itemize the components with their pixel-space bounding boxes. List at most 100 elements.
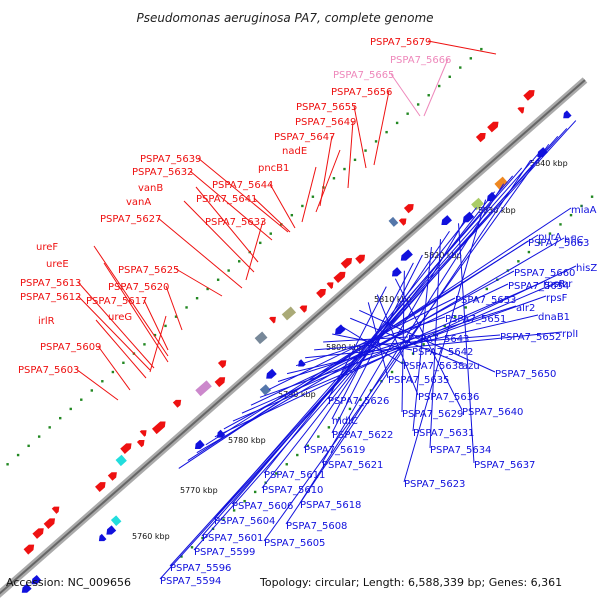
gc-dot <box>111 370 115 374</box>
leader-line <box>376 294 419 396</box>
gc-dot <box>80 398 83 401</box>
forward-gene-label: pncB1 <box>258 163 317 223</box>
leader-line <box>183 200 255 273</box>
gc-dot <box>90 389 94 392</box>
gc-dot <box>427 94 430 97</box>
gene-label-text: rnr <box>558 279 573 290</box>
gene-label-text: PSPA7_5620 <box>108 282 169 293</box>
gene-label-text: PSPA7_5650 <box>495 369 556 380</box>
forward-gene-arrow <box>51 506 60 514</box>
gc-dot <box>143 343 146 346</box>
gc-dot <box>311 195 315 198</box>
reverse-gene-arrow <box>391 267 402 277</box>
gc-dot <box>327 426 331 429</box>
gc-dot <box>569 213 573 217</box>
leader-line <box>197 157 289 233</box>
forward-gene-label: PSPA7_5649 <box>295 117 356 189</box>
forward-gene-label: PSPA7_5613 <box>20 278 155 369</box>
forward-gene-arrow <box>326 282 334 289</box>
rna-feature-box <box>254 331 268 345</box>
tick-label-text: 5820 kbp <box>424 251 462 260</box>
reverse-gene-label: rnr <box>232 279 573 422</box>
gene-label-text: PSPA7_5603 <box>18 365 79 376</box>
forward-gene-arrow <box>340 258 353 269</box>
reverse-gene-arrow <box>563 110 572 119</box>
forward-gene-arrow <box>299 305 308 313</box>
map-title: Pseudomonas aeruginosa PA7, complete gen… <box>136 11 433 25</box>
reverse-gene-label: PSPA7_5596 <box>169 128 568 574</box>
gc-dot <box>395 121 399 125</box>
gene-label-text: PSPA7_5666 <box>390 55 451 66</box>
gene-label-text: PSPA7_5604 <box>214 516 275 527</box>
leader-line <box>286 314 539 375</box>
leader-line <box>93 245 169 357</box>
forward-gene-arrow <box>217 360 227 369</box>
leader-line <box>143 299 169 351</box>
forward-gene-labels: PSPA7_5679 PSPA7_5666 PSPA7_5665 PSPA7_5656… <box>18 37 497 401</box>
gc-dot <box>332 177 336 180</box>
leader-line <box>189 170 273 241</box>
forward-gene-arrow <box>95 482 106 492</box>
gene-label-text: PSPA7_5594 <box>160 576 221 587</box>
forward-gene-label: PSPA7_5633 <box>205 217 266 281</box>
reverse-gene-label: dnaB1 <box>286 312 570 375</box>
forward-gene-label: vanB <box>138 183 259 263</box>
gc-dot <box>374 140 378 143</box>
gene-label-text: purA <box>538 232 562 243</box>
reverse-gene-label: rplI <box>305 329 578 359</box>
gc-dot <box>232 509 236 512</box>
gene-label-text: PSPA7_5660 <box>514 268 575 279</box>
gc-dot <box>306 444 310 448</box>
leader-line <box>285 159 532 525</box>
gene-label-text: PSPA7_5654 <box>508 281 569 292</box>
reverse-gene-label: PSPA7_5594 <box>159 120 577 587</box>
forward-gene-label: PSPA7_5617 <box>86 296 169 351</box>
reverse-gene-arrow <box>335 324 346 335</box>
leader-line <box>427 40 497 55</box>
gc-dot <box>269 232 272 235</box>
forward-gene-arrow <box>139 430 147 437</box>
forward-gene-label: PSPA7_5655 <box>296 102 367 169</box>
leader-line <box>390 73 421 117</box>
gc-dot <box>243 499 246 503</box>
genome-backbone <box>0 77 588 598</box>
gene-label-text: PSPA7_5643 <box>408 334 469 345</box>
gc-dot <box>222 518 225 521</box>
reverse-gene-arrow <box>400 249 413 261</box>
gene-label-text: ureE <box>46 259 69 270</box>
gc-dot <box>448 75 451 78</box>
gc-dot <box>459 66 462 69</box>
gc-dot <box>301 204 304 208</box>
gene-label-text: PSPA7_5651 <box>445 314 506 325</box>
forward-gene-label: nadE <box>282 146 341 213</box>
tick-label: 5840 kbp <box>530 159 568 168</box>
gene-label-text: PSPA7_5627 <box>100 214 161 225</box>
reverse-gene-label: PSPA7_5622 <box>331 254 423 441</box>
gc-dot <box>454 315 457 318</box>
rna-feature-box <box>388 216 399 227</box>
leader-line <box>373 90 390 166</box>
tick-label: 5760 kbp <box>132 532 170 541</box>
gc-dot <box>517 260 520 263</box>
gc-dot <box>485 287 488 291</box>
gene-label-text: PSPA7_5647 <box>274 132 335 143</box>
reverse-gene-arrow <box>106 525 117 535</box>
gene-label-text: PSPA7_5625 <box>118 265 179 276</box>
gc-dot <box>353 158 357 162</box>
forward-gene-arrow <box>43 518 56 529</box>
forward-gene-label: PSPA7_5632 <box>132 167 273 241</box>
gene-label-text: PSPA7_5618 <box>300 500 361 511</box>
rna-feature-box <box>259 384 272 396</box>
leader-line <box>429 239 441 449</box>
leader-line <box>95 319 147 379</box>
gc-dot <box>37 435 41 438</box>
forward-gene-arrow <box>333 271 346 284</box>
gene-label-text: PSPA7_5601 <box>202 533 263 544</box>
gc-dot <box>69 407 72 411</box>
forward-gene-arrow <box>523 90 535 101</box>
gene-label-text: PSPA7_5642 <box>412 347 473 358</box>
forward-gene-arrow <box>487 121 499 133</box>
forward-gene-label: vanA <box>126 197 255 273</box>
reverse-gene-label: PSPA7_5643 <box>323 334 469 345</box>
